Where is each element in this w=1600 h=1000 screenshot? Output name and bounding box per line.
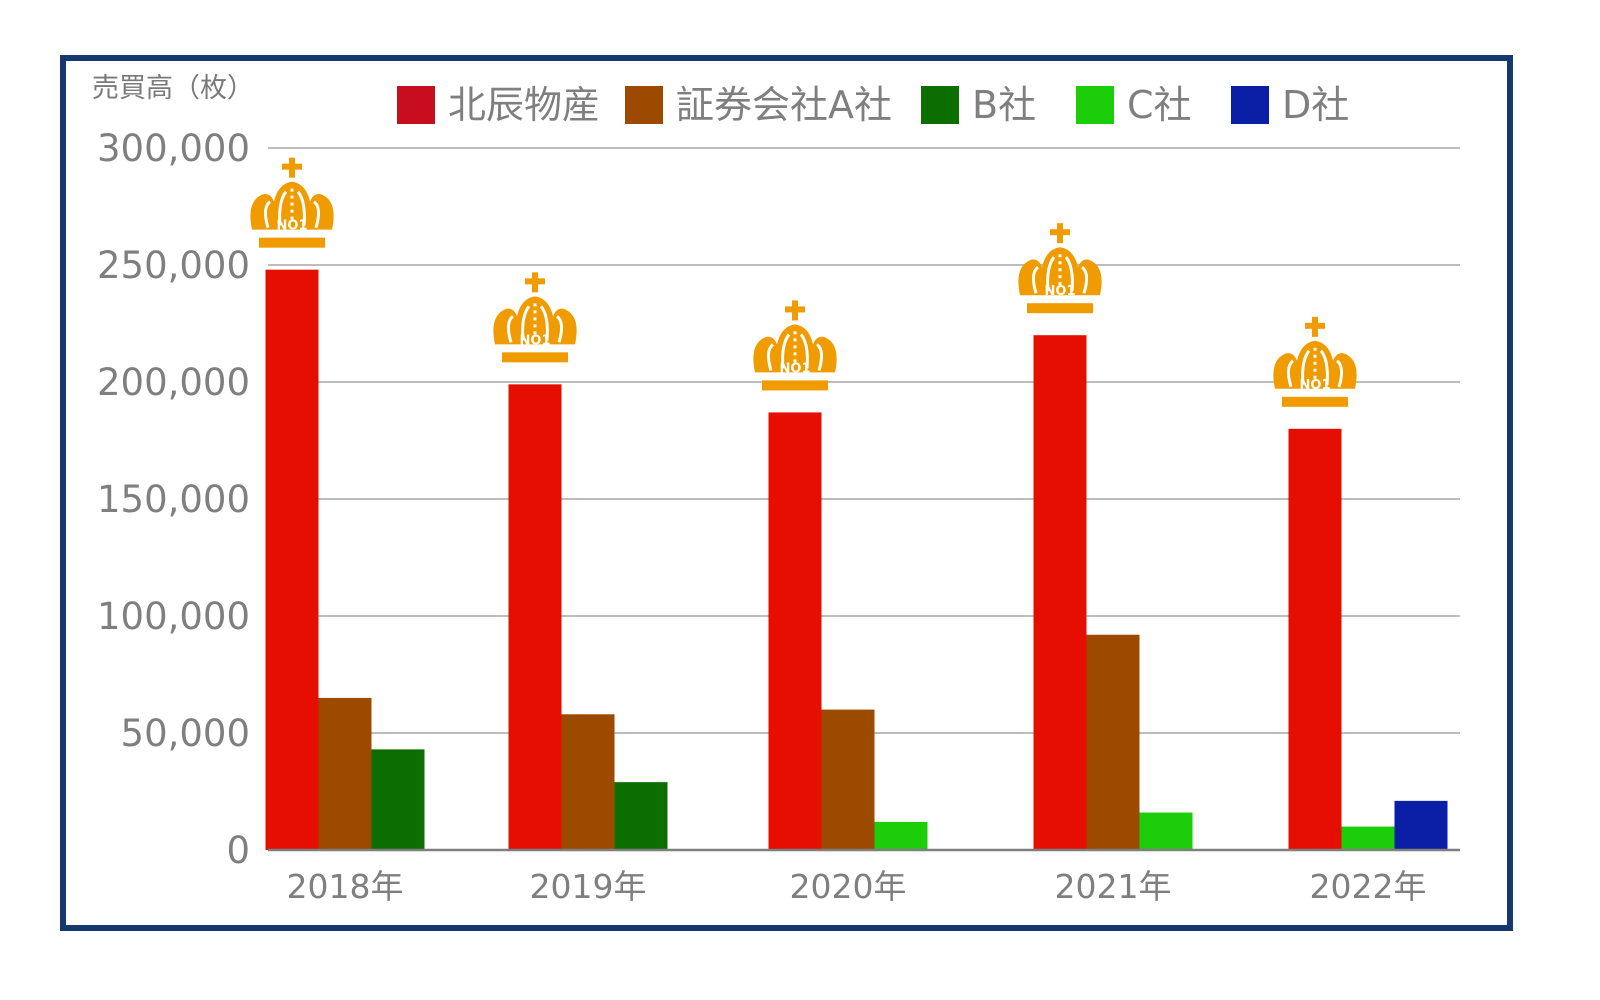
legend: 北辰物産 証券会社A社 B社 C社 D社 (397, 83, 1349, 127)
crown-cross (1305, 322, 1325, 329)
crown-highlight (766, 343, 775, 371)
x-tick-label: 2018年 (287, 867, 404, 906)
bar (1086, 634, 1140, 850)
bar (821, 709, 875, 850)
crown-label: NO1 (277, 219, 308, 234)
legend-swatch (1076, 86, 1114, 124)
crown-highlight (296, 190, 306, 226)
bar (265, 269, 319, 850)
x-tick-label: 2021年 (1055, 867, 1172, 906)
legend-label: 北辰物産 (448, 83, 600, 127)
y-tick-label: 0 (226, 829, 250, 872)
y-tick-label: 150,000 (97, 478, 250, 521)
x-tick-label: 2020年 (790, 867, 907, 906)
crown-icon: NO1 (753, 300, 837, 391)
crown-highlight (799, 333, 809, 369)
bar (1341, 826, 1395, 850)
crown-highlight (1031, 266, 1040, 294)
crown-icon: NO1 (1018, 223, 1102, 314)
crown-icon: NO1 (250, 157, 334, 248)
y-tick-label: 250,000 (97, 244, 250, 287)
crown-highlight (1080, 266, 1089, 294)
crown-cross (785, 306, 805, 313)
crown-base (502, 352, 568, 363)
crown-highlight (506, 315, 515, 343)
crown-highlight (555, 315, 564, 343)
crown-cross (525, 278, 545, 285)
bar (561, 714, 615, 850)
y-axis-label: 売買高（枚） (92, 73, 254, 104)
legend-label: C社 (1127, 83, 1192, 127)
crown-highlight (1046, 256, 1056, 292)
crown-cross (282, 163, 302, 170)
bar (318, 697, 372, 850)
crown-base (259, 237, 325, 248)
crown-highlight (539, 305, 549, 341)
y-tick-label: 300,000 (97, 127, 250, 170)
bars (265, 269, 1448, 850)
bar (371, 749, 425, 850)
legend-label: B社 (972, 83, 1036, 127)
axes: 300,000 250,000 200,000 150,000 100,000 50,00… (97, 127, 1460, 906)
bar (1139, 812, 1193, 850)
crown-highlight (1064, 256, 1074, 292)
x-tick-label: 2019年 (530, 867, 647, 906)
crown-icons: NO1 NO1 NO1 NO1 NO1 (250, 157, 1357, 407)
bar (1033, 335, 1087, 850)
crown-highlight (1335, 359, 1344, 388)
crown-icon: NO1 (493, 272, 577, 363)
crown-icon: NO1 (1273, 316, 1357, 407)
legend-swatch (625, 86, 663, 124)
crown-base (1282, 396, 1348, 407)
crown-highlight (312, 200, 321, 229)
y-tick-label: 200,000 (97, 361, 250, 404)
bar (508, 384, 562, 850)
crown-base (762, 380, 828, 391)
crown-highlight (1301, 349, 1311, 385)
x-tick-label: 2022年 (1310, 867, 1427, 906)
legend-swatch (921, 86, 959, 124)
legend-label: D社 (1282, 83, 1349, 127)
bar (874, 821, 928, 850)
legend-swatch (1231, 86, 1269, 124)
crown-label: NO1 (520, 333, 551, 348)
crown-highlight (263, 200, 272, 229)
crown-highlight (521, 305, 531, 341)
crown-label: NO1 (1045, 284, 1076, 299)
crown-highlight (815, 343, 824, 371)
crown-label: NO1 (1300, 378, 1331, 393)
gridlines (268, 147, 1460, 734)
crown-highlight (781, 333, 791, 369)
bar (614, 782, 668, 850)
y-tick-label: 100,000 (97, 595, 250, 638)
bar (768, 412, 822, 850)
crown-highlight (1286, 359, 1295, 388)
crown-base (1027, 303, 1093, 314)
legend-label: 証券会社A社 (676, 83, 892, 127)
bar (1394, 800, 1448, 850)
y-tick-label: 50,000 (121, 712, 250, 755)
crown-cross (1050, 229, 1070, 236)
legend-swatch (397, 86, 435, 124)
bar (1288, 428, 1342, 850)
crown-highlight (278, 190, 288, 226)
crown-label: NO1 (780, 361, 811, 376)
crown-highlight (1319, 349, 1329, 385)
